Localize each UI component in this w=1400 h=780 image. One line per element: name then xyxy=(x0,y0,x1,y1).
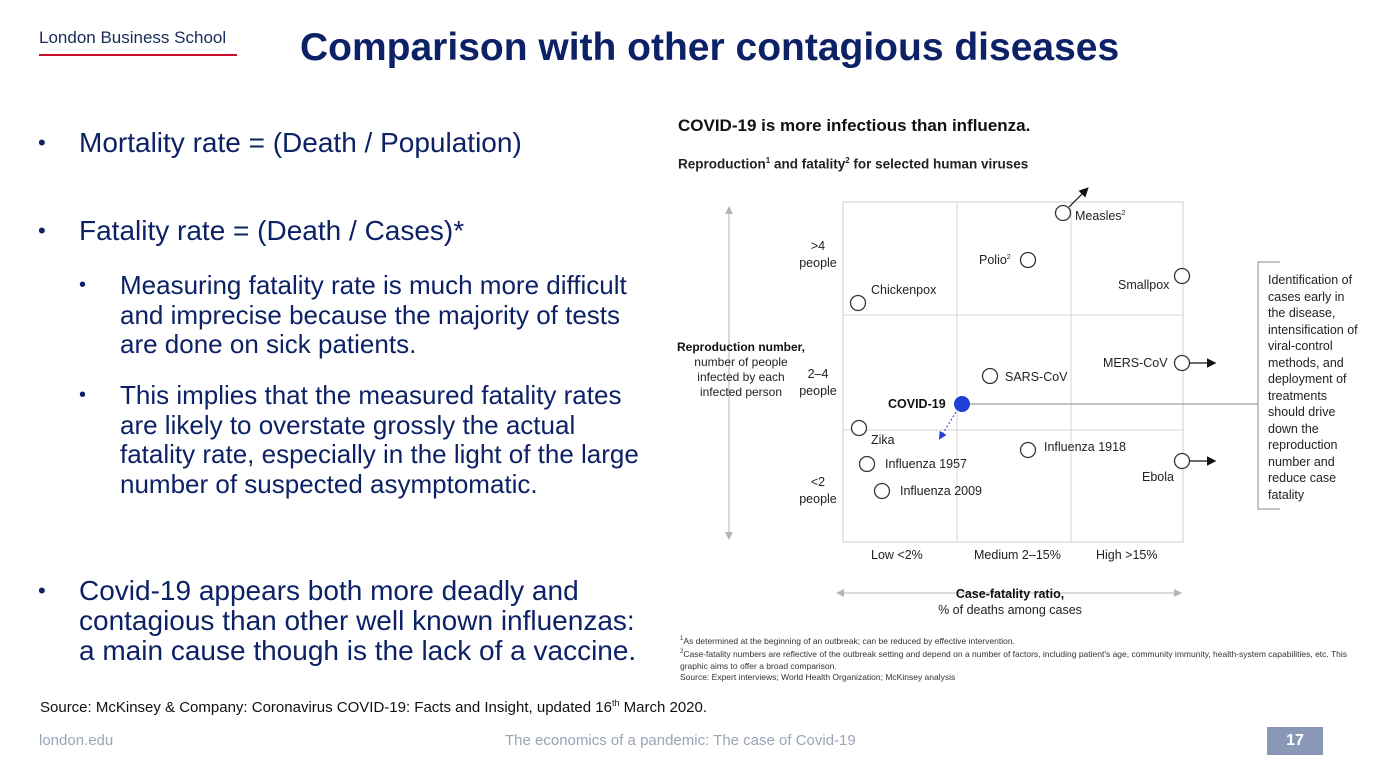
point-sars-cov xyxy=(981,367,999,385)
point-polio xyxy=(1019,251,1037,269)
point-label-chickenpox: Chickenpox xyxy=(871,283,937,297)
covid-trend-arrow xyxy=(938,411,957,440)
point-label-covid: COVID-19 xyxy=(888,397,946,411)
point-arrow-measles xyxy=(1068,187,1089,208)
point-label-measles: Measles2 xyxy=(1075,209,1126,223)
x-tick-low: Low <2% xyxy=(871,548,923,562)
x-tick-medium: Medium 2–15% xyxy=(974,548,1061,562)
point-influenza-2009 xyxy=(873,482,891,500)
chart-plot xyxy=(725,187,1280,597)
y-tick-high: >4 people xyxy=(799,239,837,270)
footnote-1: 1As determined at the beginning of an ou… xyxy=(680,635,1015,646)
annotation-bracket xyxy=(1257,261,1280,510)
point-label-polio: Polio2 xyxy=(979,253,1011,267)
sub-bullet-text: This implies that the measured fatality … xyxy=(120,380,639,499)
slide-title: Comparison with other contagious disease… xyxy=(300,26,1120,69)
chart-footnotes: 1As determined at the beginning of an ou… xyxy=(680,634,1360,684)
y-tick-mid: 2–4 people xyxy=(799,367,837,398)
bullet-dot: • xyxy=(38,218,46,243)
y-tick-low: <2 people xyxy=(799,475,837,506)
point-label-influenza-2009: Influenza 2009 xyxy=(900,484,983,498)
bullet-text: Covid-19 appears both more deadly and co… xyxy=(79,575,637,666)
x-tick-high: High >15% xyxy=(1096,548,1158,562)
point-label-sars: SARS-CoV xyxy=(1005,370,1068,384)
y-axis-label: Reproduction number, number of people inf… xyxy=(676,340,805,399)
point-ebola xyxy=(1173,452,1191,470)
point-influenza-1957 xyxy=(858,455,876,473)
bullet-text: Mortality rate = (Death / Population) xyxy=(79,127,522,158)
plot-frame xyxy=(842,201,1184,543)
footnote-source: Source: Expert interviews; World Health … xyxy=(680,672,956,683)
point-zika xyxy=(850,419,868,437)
point-influenza-1918 xyxy=(1019,441,1037,459)
point-covid-19 xyxy=(954,396,970,412)
point-label-ebola: Ebola xyxy=(1142,470,1174,484)
point-mers-cov xyxy=(1173,354,1191,372)
point-measles xyxy=(1054,204,1072,222)
chart-title: COVID-19 is more infectious than influen… xyxy=(678,116,1031,135)
bullet-text: Fatality rate = (Death / Cases)* xyxy=(79,215,465,246)
bullet-dot: • xyxy=(79,384,87,406)
bullet-dot: • xyxy=(38,130,46,155)
footnote-2: 2Case-fatality numbers are reflective of… xyxy=(680,649,1348,671)
point-smallpox xyxy=(1173,267,1191,285)
point-label-smallpox: Smallpox xyxy=(1118,278,1170,292)
chart-annotation: Identification of cases early in the dis… xyxy=(1268,273,1358,502)
virus-comparison-chart: COVID-19 is more infectious than influen… xyxy=(670,110,1370,690)
source-citation: Source: McKinsey & Company: Coronavirus … xyxy=(40,698,708,716)
footer-deck-title: The economics of a pandemic: The case of… xyxy=(505,732,856,749)
lbs-logo: London Business School xyxy=(39,28,237,56)
point-label-influenza-1957: Influenza 1957 xyxy=(885,457,968,471)
point-label-influenza-1918: Influenza 1918 xyxy=(1044,440,1127,454)
x-axis-label: Case-fatality ratio,% of deaths among ca… xyxy=(938,587,1082,617)
bullet-dot: • xyxy=(79,274,87,296)
point-label-zika: Zika xyxy=(871,433,895,447)
bullet-dot: • xyxy=(38,578,46,603)
point-label-mers: MERS-CoV xyxy=(1103,356,1168,370)
footer-website: london.edu xyxy=(39,732,114,749)
page-number: 17 xyxy=(1267,727,1323,755)
point-chickenpox xyxy=(849,294,867,312)
sub-bullet-text: Measuring fatality rate is much more dif… xyxy=(120,270,627,359)
chart-subtitle: Reproduction1 and fatality2 for selected… xyxy=(678,156,1029,172)
